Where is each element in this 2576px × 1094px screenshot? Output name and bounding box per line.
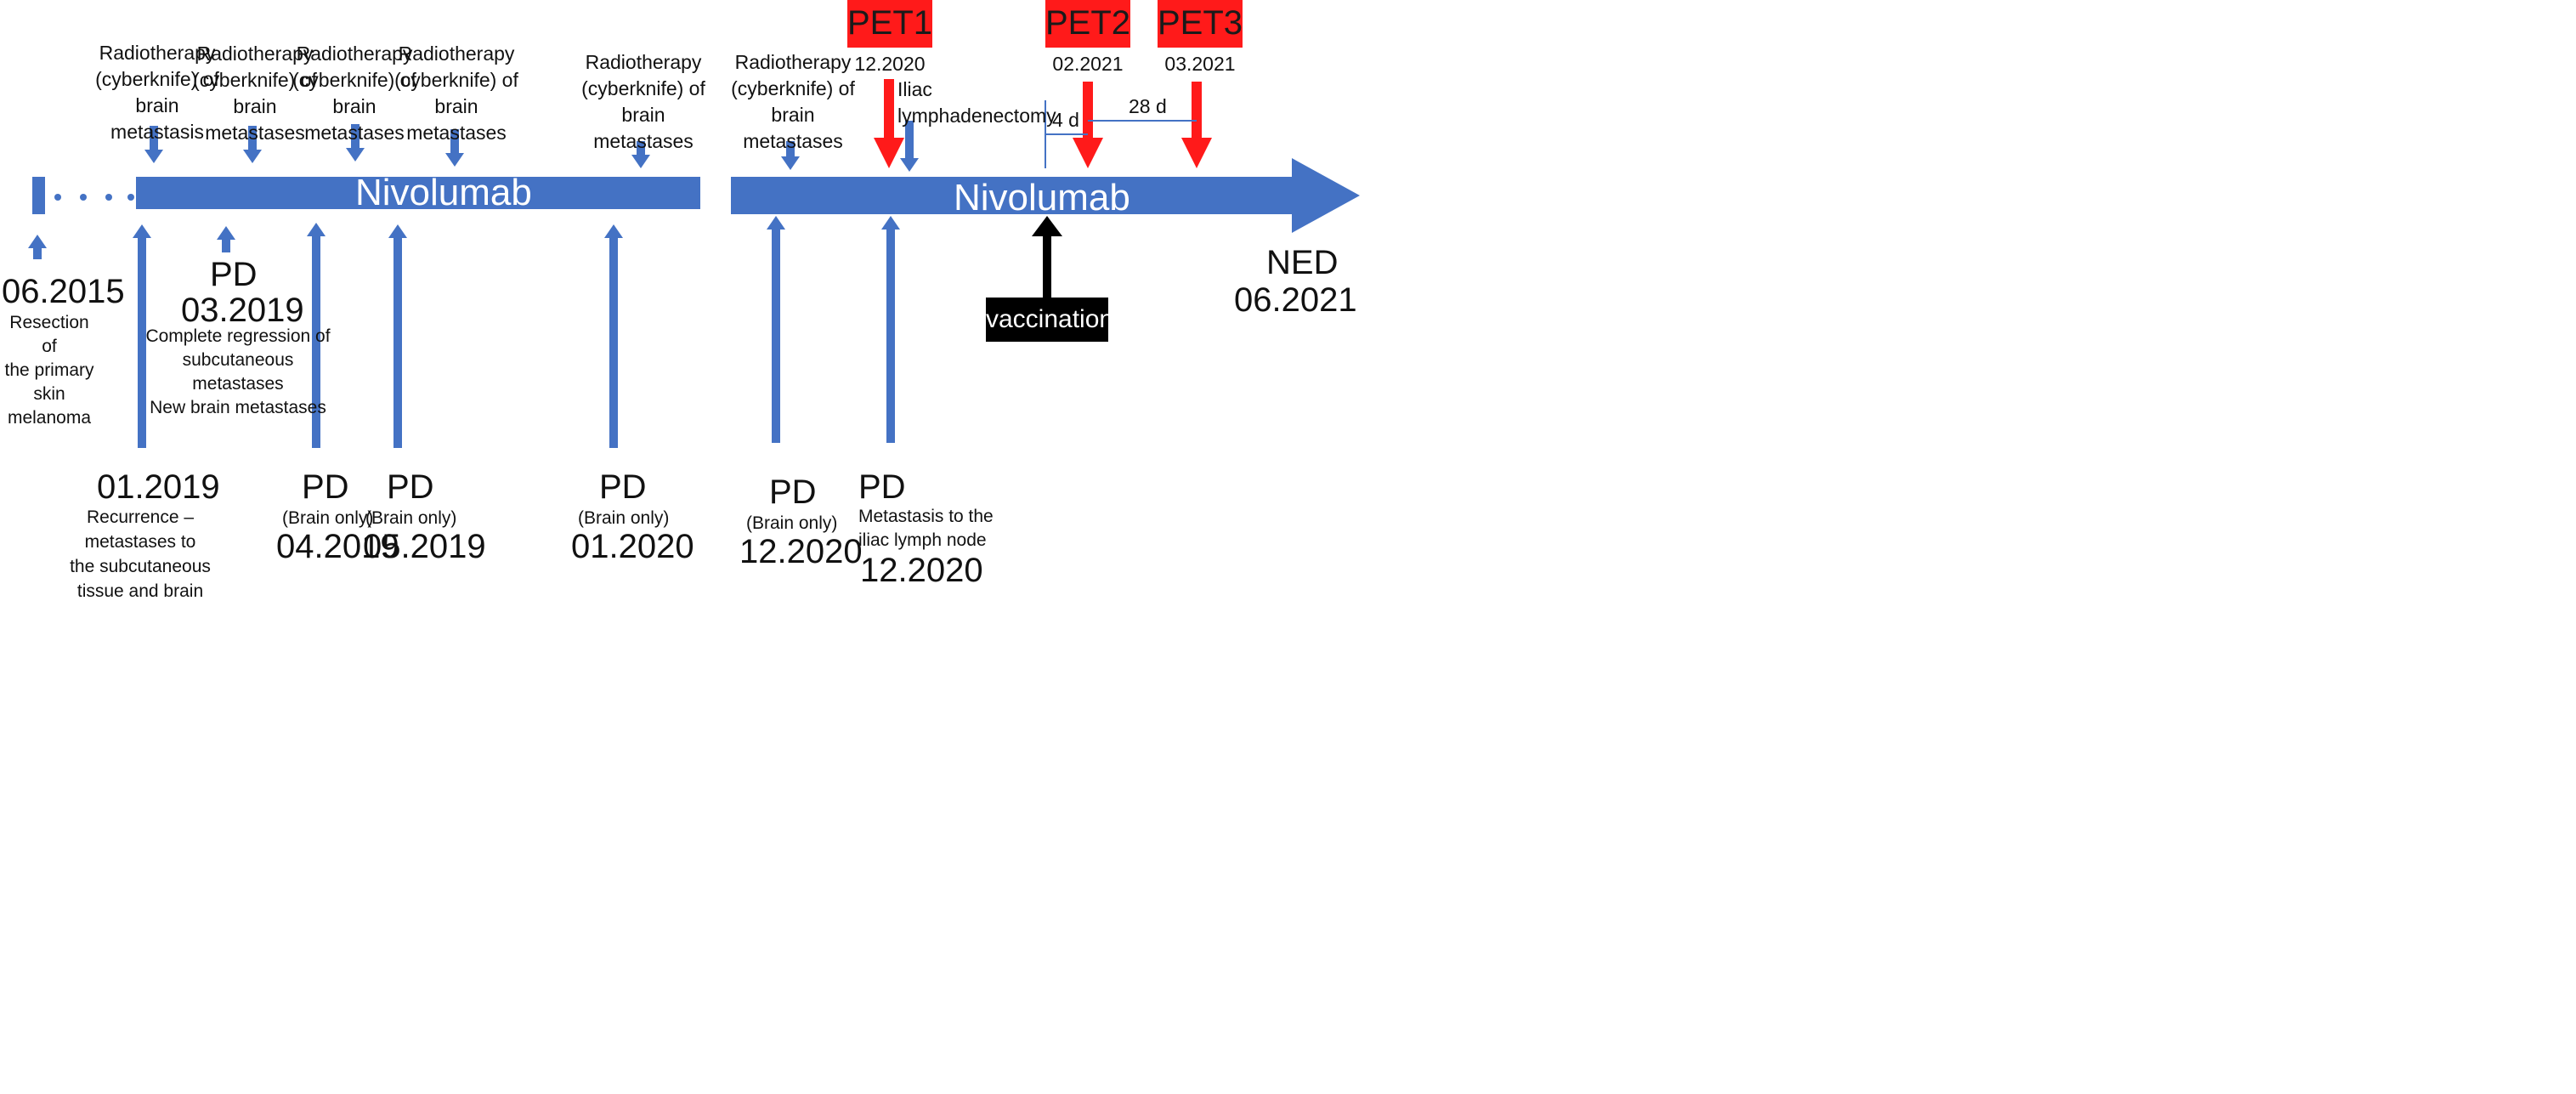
pet3-box: PET3 (1158, 0, 1243, 48)
ned-status: NED (1266, 244, 1339, 281)
rt-line: metastasis (110, 121, 204, 143)
pd-1220a-note: (Brain only) (746, 513, 838, 533)
start-desc: Resection of the primary skin melanoma (0, 311, 99, 430)
pd-1220b-desc: Metastasis to the iliac lymph node (858, 505, 994, 553)
desc-line: Metastasis to the (858, 507, 994, 526)
vaccination-box: vaccination (986, 298, 1113, 342)
interval-28d: 28 d (1129, 95, 1167, 117)
nivolumab-label-1: Nivolumab (355, 172, 532, 213)
nivolumab-label-2: Nivolumab (954, 177, 1130, 218)
pd-0419-note: (Brain only) (282, 508, 374, 528)
desc-line: New brain metastases (150, 398, 326, 417)
rt-line: brain (135, 94, 179, 116)
pd-0319-desc: Complete regression of subcutaneous meta… (136, 325, 340, 420)
iliac-line: Iliac (897, 78, 932, 100)
rt-label-2: Radiotherapy (cyberknife) of brain metas… (191, 41, 319, 146)
pet2-date: 02.2021 (1052, 53, 1124, 75)
rt-label-5: Radiotherapy (cyberknife) of brain metas… (580, 49, 707, 155)
iliac-label: Iliac lymphadenectomy (897, 77, 1056, 129)
rt-label-4: Radiotherapy (cyberknife) of brain metas… (393, 41, 520, 146)
nivolumab-bar-2 (731, 158, 1360, 233)
pd-0120-date: 01.2020 (571, 528, 694, 565)
rt-line: metastases (304, 122, 405, 144)
rt-line: brain (771, 104, 815, 126)
rt-line: Radiotherapy (296, 43, 413, 65)
desc-line: iliac lymph node (858, 530, 987, 550)
pd-0319-status: PD (210, 256, 258, 293)
pd-0319-date: 03.2019 (181, 292, 304, 329)
pd-0120-status: PD (599, 468, 647, 506)
pd-0419-status: PD (302, 468, 349, 506)
rt-line: Radiotherapy (398, 43, 515, 65)
ned-date: 06.2021 (1234, 281, 1357, 319)
rt-label-6: Radiotherapy (cyberknife) of brain metas… (729, 49, 857, 155)
rt-line: (cyberknife) of (581, 77, 705, 99)
desc-line: Complete regression of (145, 326, 331, 346)
pd-0519-date: 05.2019 (363, 528, 486, 565)
desc-line: metastases to (84, 532, 196, 552)
pd-0120-note: (Brain only) (578, 508, 670, 528)
interval-4d: 4 d (1052, 109, 1079, 131)
rt-line: brain (233, 95, 277, 117)
nivolumab-bar-1: Nivolumab (136, 172, 700, 213)
desc-line: the subcutaneous (70, 557, 211, 576)
desc-line: subcutaneous metastases (182, 350, 294, 394)
desc-line: Recurrence – (86, 507, 195, 527)
rt-line: metastases (743, 130, 843, 152)
pet2-box: PET2 (1045, 0, 1130, 48)
pd-0419-date: 04.2019 (276, 528, 399, 565)
pd-1220a-date: 12.2020 (739, 533, 863, 570)
pd-0519-status: PD (387, 468, 434, 506)
desc-line: tissue and brain (76, 581, 204, 601)
desc-line: skin melanoma (7, 384, 92, 428)
rt-line: (cyberknife) of (193, 69, 317, 91)
rt-line: Radiotherapy (196, 43, 314, 65)
rt-label-1: Radiotherapy (cyberknife) of brain metas… (93, 40, 221, 145)
pet3-date: 03.2021 (1164, 53, 1236, 75)
rt-line: (cyberknife) of (731, 77, 855, 99)
rt-line: (cyberknife) of (292, 69, 416, 91)
rt-line: brain (621, 104, 665, 126)
pd-1220b-date: 12.2020 (860, 552, 983, 589)
pd-1220b-status: PD (858, 468, 906, 506)
rt-line: brain (332, 95, 376, 117)
pre-treatment-marker (32, 177, 45, 214)
pet1-box: PET1 (847, 0, 932, 48)
rt-label-3: Radiotherapy (cyberknife) of brain metas… (291, 41, 418, 146)
rec-0119-date: 01.2019 (97, 468, 220, 506)
rt-line: brain (434, 95, 478, 117)
rt-line: (cyberknife) of (95, 68, 219, 90)
rt-line: metastases (205, 122, 305, 144)
dotted-gap (54, 194, 134, 201)
rt-line: (cyberknife) of (394, 69, 518, 91)
pet1-date: 12.2020 (854, 53, 926, 75)
rec-0119-desc: Recurrence – metastases to the subcutane… (59, 505, 221, 604)
rt-line: Radiotherapy (585, 51, 702, 73)
desc-line: Resection of (9, 313, 89, 356)
iliac-line: lymphadenectomy (897, 105, 1056, 127)
pd-0519-note: (Brain only) (365, 508, 457, 528)
pd-1220a-status: PD (769, 473, 817, 511)
rt-line: Radiotherapy (734, 51, 852, 73)
rt-line: Radiotherapy (99, 42, 216, 64)
rt-line: metastases (593, 130, 694, 152)
rt-line: metastases (406, 122, 507, 144)
desc-line: the primary (4, 360, 94, 380)
start-date: 06.2015 (2, 273, 125, 310)
